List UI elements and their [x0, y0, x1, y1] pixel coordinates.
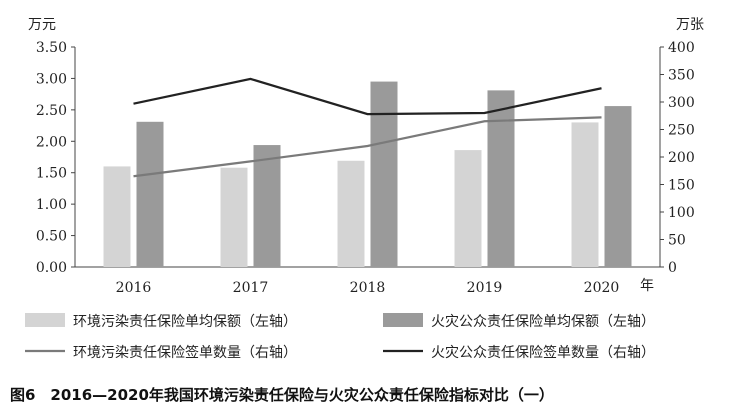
- x-tick-label: 2018: [350, 280, 386, 296]
- bar: [337, 160, 365, 267]
- right-axis-ticks: 0 50 100 150 200 250 300 350 400: [660, 40, 695, 276]
- left-tick-label: 0.00: [36, 260, 67, 276]
- x-tick-label: 2017: [233, 280, 269, 296]
- line-series: [133, 77, 602, 178]
- bar: [604, 106, 632, 267]
- right-tick-label: 50: [668, 233, 686, 249]
- legend-label: 火灾公众责任保险单均保额（左轴）: [431, 313, 655, 330]
- left-tick-label: 0.50: [36, 229, 67, 245]
- bar: [571, 122, 599, 267]
- bar: [487, 90, 515, 267]
- bar: [136, 121, 164, 267]
- bar: [370, 81, 398, 267]
- bar: [220, 167, 248, 267]
- left-axis-unit: 万元: [28, 17, 56, 33]
- x-axis-ticks: 2016 2017 2018 2019 2020: [116, 280, 620, 296]
- series-line: [133, 77, 602, 116]
- legend-swatch: [383, 313, 423, 327]
- figure-caption: 图6 2016—2020年我国环境污染责任保险与火灾公众责任保险指标对比（一）: [10, 386, 554, 404]
- left-tick-label: 3.00: [36, 71, 67, 87]
- legend-label: 环境污染责任保险签单数量（右轴）: [73, 344, 297, 361]
- legend-swatch: [25, 313, 65, 327]
- right-tick-label: 100: [668, 205, 695, 221]
- chart: 万元 万张 年 0.00 0.50 1.00 1.50 2.00 2.50 3.00 3.50…: [25, 17, 704, 361]
- bar: [454, 150, 482, 267]
- right-tick-label: 200: [668, 150, 695, 166]
- right-tick-label: 350: [668, 68, 695, 84]
- right-tick-label: 300: [668, 95, 695, 111]
- x-tick-label: 2016: [116, 280, 152, 296]
- left-tick-label: 3.50: [36, 40, 67, 56]
- left-tick-label: 2.00: [36, 134, 67, 150]
- bar: [253, 145, 281, 267]
- right-tick-label: 250: [668, 123, 695, 139]
- bar-series: [103, 81, 632, 267]
- right-axis-unit: 万张: [676, 17, 704, 33]
- left-tick-label: 1.50: [36, 166, 67, 182]
- x-tick-label: 2020: [584, 280, 620, 296]
- legend: 环境污染责任保险单均保额（左轴） 火灾公众责任保险单均保额（左轴） 环境污染责任保险…: [25, 313, 655, 361]
- right-tick-label: 400: [668, 40, 695, 56]
- right-tick-label: 0: [668, 260, 677, 276]
- left-axis-ticks: 0.00 0.50 1.00 1.50 2.00 2.50 3.00 3.50: [36, 40, 75, 276]
- legend-label: 环境污染责任保险单均保额（左轴）: [73, 314, 297, 330]
- x-tick-label: 2019: [467, 280, 503, 296]
- right-tick-label: 150: [668, 178, 695, 194]
- legend-label: 火灾公众责任保险签单数量（右轴）: [431, 344, 655, 361]
- left-tick-label: 1.00: [36, 197, 67, 213]
- series-line: [133, 116, 602, 178]
- x-axis-unit: 年: [640, 278, 654, 294]
- bar: [103, 166, 131, 267]
- left-tick-label: 2.50: [36, 103, 67, 119]
